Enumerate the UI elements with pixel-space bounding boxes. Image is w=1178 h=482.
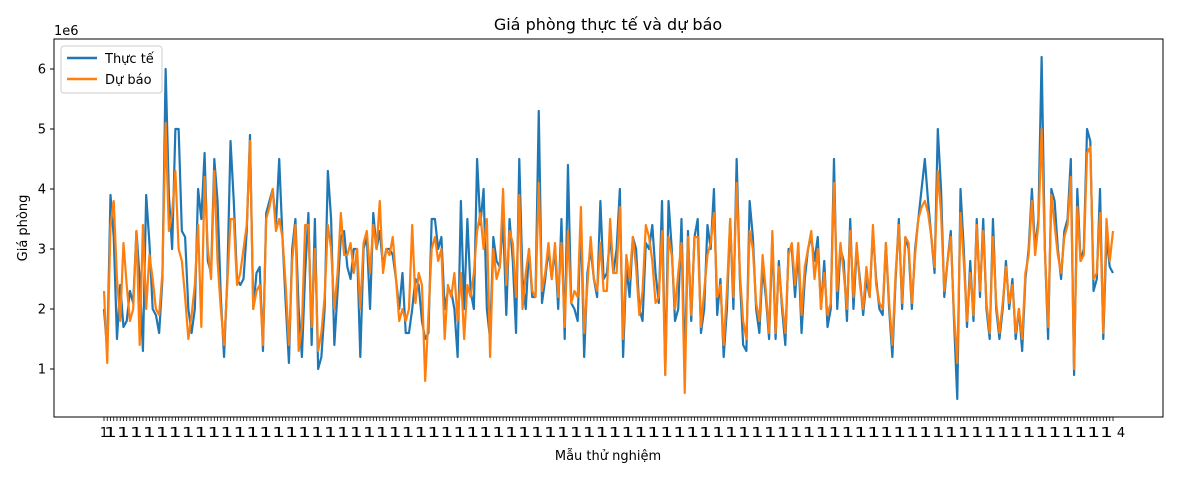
y-tick-label: 1 [38,363,46,378]
x-axis-label: Mẫu thử nghiệm [555,449,661,464]
legend-label-forecast: Dự báo [105,73,152,88]
series-layer [102,55,1115,401]
x-tick-labels-overlap: 1111111111111111111111111111111111111111… [104,426,1113,441]
x-ticks: 1111111111111111111111111111111111111111… [100,417,1125,441]
y-tick-label: 2 [38,303,46,318]
y-axis-label: Giá phòng [16,195,31,262]
legend-label-actual: Thực tế [104,52,154,67]
y-tick-label: 4 [38,183,46,198]
plot-frame [53,38,1164,418]
legend: Thực tế Dự báo [60,45,163,94]
y-tick-label: 3 [38,243,46,258]
series-line-forecast [102,121,1115,395]
chart-title: Giá phòng thực tế và dự báo [494,15,722,34]
x-tick-label-first: 1 [100,426,108,441]
y-tick-label: 5 [38,123,46,138]
y-ticks: 1 2 3 4 5 6 [38,63,54,378]
x-tick-label-last: 4 [1117,426,1125,441]
y-tick-label: 6 [38,63,46,78]
y-offset-label: 1e6 [54,24,79,39]
